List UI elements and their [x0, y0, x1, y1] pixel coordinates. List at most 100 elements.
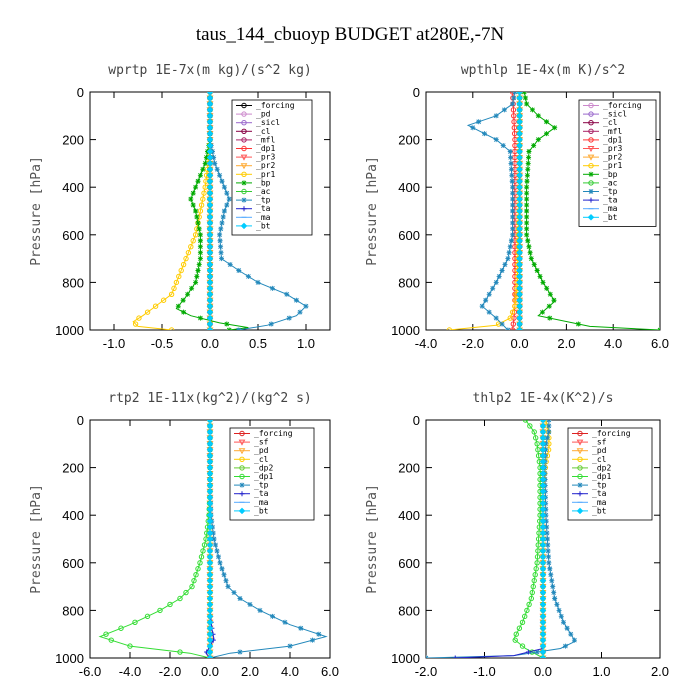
panel-2: wpthlp 1E-4x(m K)/s^2 Pressure [hPa] -4.0 -…	[365, 63, 669, 351]
data-point	[188, 196, 194, 202]
legend-marker	[577, 465, 583, 471]
legend-marker	[239, 473, 245, 480]
data-point	[171, 285, 177, 292]
data-point	[551, 297, 557, 303]
data-point	[195, 566, 201, 572]
data-point	[180, 297, 186, 303]
legend-marker	[241, 197, 247, 203]
legend-entry: _cl	[254, 455, 269, 464]
data-point	[528, 595, 534, 602]
data-point	[190, 238, 196, 244]
data-point	[191, 577, 197, 584]
y-tick-label: 400	[62, 508, 84, 523]
y-axis-label: Pressure [hPa]	[365, 484, 380, 594]
y-tick-label: 400	[62, 180, 84, 195]
data-point	[197, 315, 203, 321]
legend: _forcing_pd_sicl_cl_mfl_dp1_pr3_pr2_pr1_…	[231, 99, 313, 236]
data-point	[486, 309, 492, 315]
legend-marker	[241, 171, 247, 178]
data-point	[510, 190, 516, 196]
data-point	[551, 590, 557, 596]
data-point	[564, 625, 570, 631]
data-point	[524, 607, 530, 614]
legend-marker	[241, 111, 247, 117]
legend-entry: _cl	[592, 455, 607, 464]
data-point	[510, 232, 516, 238]
legend-entry: _sf	[254, 438, 269, 447]
data-point	[516, 625, 523, 631]
data-point	[269, 285, 275, 291]
legend-marker	[241, 145, 247, 152]
legend-marker	[241, 128, 247, 135]
data-point	[522, 613, 528, 620]
data-point	[510, 107, 517, 113]
data-point	[525, 238, 531, 244]
y-tick-label: 200	[62, 461, 84, 476]
legend: _forcing_sicl_cl_mfl_dp1_pr3_pr2_pr1_bp_…	[578, 99, 657, 227]
data-point	[185, 291, 191, 297]
data-point	[540, 279, 546, 285]
data-point	[548, 572, 554, 578]
data-point	[519, 643, 526, 649]
data-point	[216, 554, 221, 560]
data-point	[544, 285, 550, 291]
data-point	[226, 327, 232, 330]
data-point	[198, 554, 205, 560]
legend-entry: _dp1	[254, 472, 273, 481]
legend-marker	[239, 456, 245, 462]
data-point	[231, 590, 237, 596]
data-point	[535, 113, 541, 119]
data-point	[524, 220, 530, 226]
data-point	[546, 429, 552, 435]
legend-entry: _sf	[592, 438, 607, 447]
data-point	[152, 303, 159, 309]
data-point	[544, 119, 550, 125]
data-point	[513, 631, 519, 637]
data-point	[544, 530, 550, 536]
data-point	[531, 429, 537, 435]
data-point	[219, 220, 225, 226]
y-tick-label: 1000	[55, 323, 84, 338]
legend-entry: _bt	[603, 213, 618, 222]
y-tick-label: 0	[77, 85, 84, 100]
x-tick-label: -6.0	[79, 664, 101, 679]
data-point	[524, 178, 530, 184]
data-point	[217, 232, 223, 238]
data-point	[546, 303, 552, 309]
data-point	[519, 619, 526, 625]
data-point	[218, 226, 224, 232]
y-tick-label: 400	[398, 508, 420, 523]
legend-marker	[577, 482, 583, 488]
data-point	[507, 315, 513, 321]
legend-marker	[241, 137, 247, 143]
data-point	[490, 285, 496, 291]
data-point	[545, 548, 551, 554]
panel-1: wprtp 1E-7x(m kg)/(s^2 kg) Pressure [hPa]…	[29, 63, 331, 351]
data-point	[544, 435, 550, 441]
legend-entry: _dp2	[592, 463, 611, 472]
data-point	[452, 655, 458, 658]
legend-entry: _dp1	[256, 144, 275, 153]
x-tick-label: 6.0	[651, 336, 669, 351]
data-point	[558, 613, 564, 619]
data-point	[160, 297, 167, 303]
data-point	[197, 232, 203, 238]
panel-title: thlp2 1E-4x(K^2)/s	[473, 391, 614, 406]
x-tick-label: 0.0	[534, 664, 552, 679]
legend-marker	[577, 491, 583, 497]
legend-entry: _ma	[603, 204, 618, 213]
data-point	[245, 273, 251, 279]
panel-3: rtp2 1E-11x(kg^2)/(kg^2 s) Pressure [hPa]…	[29, 391, 339, 679]
data-point	[511, 95, 517, 101]
x-tick-label: -4.0	[415, 336, 437, 351]
data-point	[446, 327, 453, 330]
x-tick-label: 0.5	[249, 336, 267, 351]
y-tick-label: 0	[413, 85, 420, 100]
data-point	[190, 202, 196, 208]
x-tick-label: -1.0	[103, 336, 125, 351]
data-point	[528, 256, 534, 262]
data-point	[470, 125, 476, 131]
data-point	[193, 208, 199, 214]
data-point	[552, 596, 558, 601]
data-point	[539, 309, 545, 315]
